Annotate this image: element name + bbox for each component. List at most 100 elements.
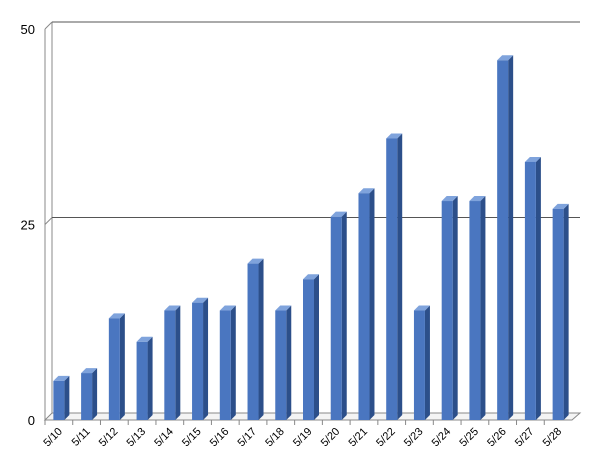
bar-front	[524, 161, 536, 420]
x-tick-label: 5/11	[70, 426, 93, 449]
bar	[247, 258, 264, 420]
bar-side	[563, 203, 569, 420]
bar	[358, 188, 375, 420]
grid-line	[44, 217, 53, 225]
bar-top	[469, 196, 486, 202]
x-tick-label: 5/19	[291, 426, 315, 450]
bar-side	[230, 305, 236, 420]
bar-top	[136, 336, 153, 342]
bar-side	[92, 368, 98, 420]
bar-top	[303, 274, 319, 280]
bar-top	[552, 203, 569, 209]
bar-front	[330, 216, 342, 420]
x-tick-label: 5/18	[263, 426, 287, 450]
bar-top	[81, 368, 98, 374]
bar-top	[275, 305, 292, 311]
bar-top	[219, 305, 236, 311]
bar-front	[164, 310, 176, 420]
bar-front	[552, 208, 564, 420]
bar-side	[64, 375, 70, 420]
x-tick-label: 5/22	[374, 426, 398, 450]
x-tick-label: 5/10	[41, 426, 65, 450]
bar	[275, 305, 292, 420]
bar	[108, 313, 125, 420]
x-tick-label: 5/27	[513, 426, 537, 450]
bar-front	[358, 193, 370, 420]
bar-top	[164, 305, 181, 311]
bar-side	[341, 211, 347, 420]
bar	[330, 211, 347, 420]
y-tick-label: 0	[28, 413, 35, 428]
bar	[303, 274, 319, 420]
bar-top	[192, 297, 209, 303]
x-tick-label: 5/21	[346, 426, 370, 450]
x-tick-label: 5/14	[152, 426, 176, 450]
bar	[413, 305, 430, 420]
bar	[53, 375, 70, 420]
bar-side	[258, 258, 264, 420]
x-tick-label: 5/25	[457, 426, 481, 450]
bar	[552, 203, 569, 420]
bar-side	[119, 313, 125, 420]
bar-top	[441, 196, 458, 202]
bar-front	[275, 310, 287, 420]
bar-front	[441, 201, 453, 420]
x-tick-label: 5/28	[541, 426, 565, 450]
bar-front	[53, 380, 65, 420]
bar-side	[369, 188, 375, 420]
bar	[219, 305, 236, 420]
bar-side	[203, 297, 209, 420]
grid-line	[44, 21, 53, 30]
x-tick-label: 5/16	[208, 426, 232, 450]
bar	[524, 156, 541, 420]
bar-front	[303, 279, 314, 420]
bar	[497, 55, 514, 420]
bar-side	[535, 156, 541, 420]
bar-top	[386, 133, 403, 139]
bar-side	[508, 55, 514, 420]
bar	[81, 368, 98, 420]
bar-top	[413, 305, 430, 311]
bar-top	[53, 375, 70, 381]
bar-side	[175, 305, 181, 420]
bar-side	[452, 196, 458, 420]
bar-side	[147, 336, 153, 420]
bar-side	[397, 133, 403, 421]
x-tick-label: 5/17	[236, 426, 260, 450]
bar	[136, 336, 153, 420]
x-tick-label: 5/12	[97, 426, 121, 450]
bar-front	[108, 318, 120, 420]
bar-front	[497, 60, 509, 420]
bar-top	[524, 156, 541, 162]
bar	[386, 133, 403, 421]
bar-side	[314, 274, 319, 420]
bar-top	[247, 258, 264, 264]
bar-front	[413, 310, 425, 420]
bar-front	[386, 138, 398, 421]
bar-top	[108, 313, 125, 319]
bar-side	[286, 305, 292, 420]
bar-front	[136, 341, 148, 420]
bar-top	[330, 211, 347, 217]
x-tick-label: 5/23	[402, 426, 426, 450]
bar-front	[192, 302, 204, 420]
bar-front	[469, 201, 481, 420]
bar-front	[219, 310, 231, 420]
bar-side	[480, 196, 486, 420]
bar-top	[358, 188, 375, 194]
x-tick-label: 5/26	[485, 426, 509, 450]
bar-front	[247, 263, 259, 420]
bar-front	[81, 373, 93, 420]
y-tick-label: 50	[21, 22, 35, 37]
bar	[441, 196, 458, 420]
bar-side	[424, 305, 430, 420]
x-tick-label: 5/15	[180, 426, 204, 450]
bar	[192, 297, 209, 420]
x-tick-label: 5/20	[319, 426, 343, 450]
x-tick-label: 5/13	[125, 426, 149, 450]
bar	[164, 305, 181, 420]
bar	[469, 196, 486, 420]
x-tick-label: 5/24	[430, 426, 454, 450]
bar-top	[497, 55, 514, 61]
